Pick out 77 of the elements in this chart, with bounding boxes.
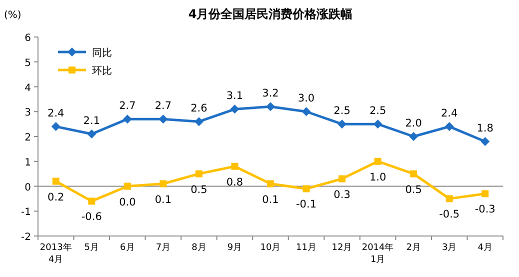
data-label: 2.5 [369,105,386,118]
point [444,122,454,132]
point [52,178,60,185]
data-label: 0.5 [190,184,208,196]
point [410,170,418,178]
point [482,190,489,198]
y-tick-label: 2 [24,132,31,144]
point [267,180,274,188]
x-tick-label: 2014年 1月 [362,242,394,265]
data-label: 0.5 [405,184,422,196]
point [373,120,382,129]
point [194,117,204,126]
point [302,185,310,192]
data-label: 2.7 [119,100,136,112]
x-tick-label: 2月 [406,243,421,253]
x-tick-label: 7月 [156,243,171,253]
y-tick-label: 5 [24,58,31,69]
chart-title: 4月份全国居民消费价格涨跌幅 [188,7,353,21]
x-tick-label: 11月 [296,243,316,253]
y-tick-label: -2 [21,232,31,243]
point [124,182,131,190]
y-tick-label: 3 [24,108,31,119]
x-tick-label: 8月 [192,243,206,253]
x-tick-label: 6月 [120,243,135,253]
y-tick-label: 6 [24,33,31,44]
point [158,114,168,124]
x-tick-label: 3月 [442,243,457,253]
data-label: 1.8 [476,122,494,134]
y-tick-label: 4 [24,82,31,94]
data-label: 0.8 [226,176,244,188]
y-axis-title: (%) [4,10,22,21]
data-label: -0.1 [296,198,317,211]
data-label: 2.1 [83,115,100,128]
point [409,132,418,141]
point [122,114,132,124]
data-label: 2.5 [334,105,350,118]
y-tick-label: -1 [21,207,31,218]
x-tick-label: 4月 [478,243,492,253]
data-label: -0.6 [81,211,102,224]
x-tick-label: 9月 [227,243,242,253]
legend-label: 环比 [92,65,112,77]
point [51,122,60,132]
point [338,175,346,182]
data-label: 0.1 [262,194,279,206]
data-label: 3.0 [298,92,315,105]
point [446,195,453,202]
point [374,158,382,165]
point [88,198,96,205]
x-tick-label: 5月 [84,243,100,253]
data-label: 2.4 [440,108,458,120]
data-label: 3.2 [262,88,279,100]
data-label: 2.7 [154,100,172,112]
data-label: -0.5 [439,208,460,221]
point [195,170,202,178]
x-tick-label: 2013年 4月 [40,242,72,265]
x-tick-label: 12月 [332,243,352,253]
point [266,102,275,112]
point [230,104,240,114]
data-label: 3.1 [226,90,244,102]
point [87,130,96,139]
point [480,136,490,146]
point [302,107,311,116]
data-label: 0.0 [119,196,136,208]
data-label: 0.3 [334,188,350,201]
y-tick-label: 0 [24,182,31,194]
data-label: 2.4 [48,108,65,120]
x-tick-label: 10月 [260,243,281,253]
data-label: 0.1 [154,194,172,206]
data-label: 2.0 [405,118,422,130]
data-label: 2.6 [190,102,208,115]
data-label: 0.2 [48,191,64,204]
point [160,180,167,188]
point [231,162,238,170]
data-label: 1.0 [369,171,386,184]
legend-label: 同比 [92,47,112,59]
y-tick-label: 1 [24,157,31,168]
data-label: -0.3 [474,204,496,216]
